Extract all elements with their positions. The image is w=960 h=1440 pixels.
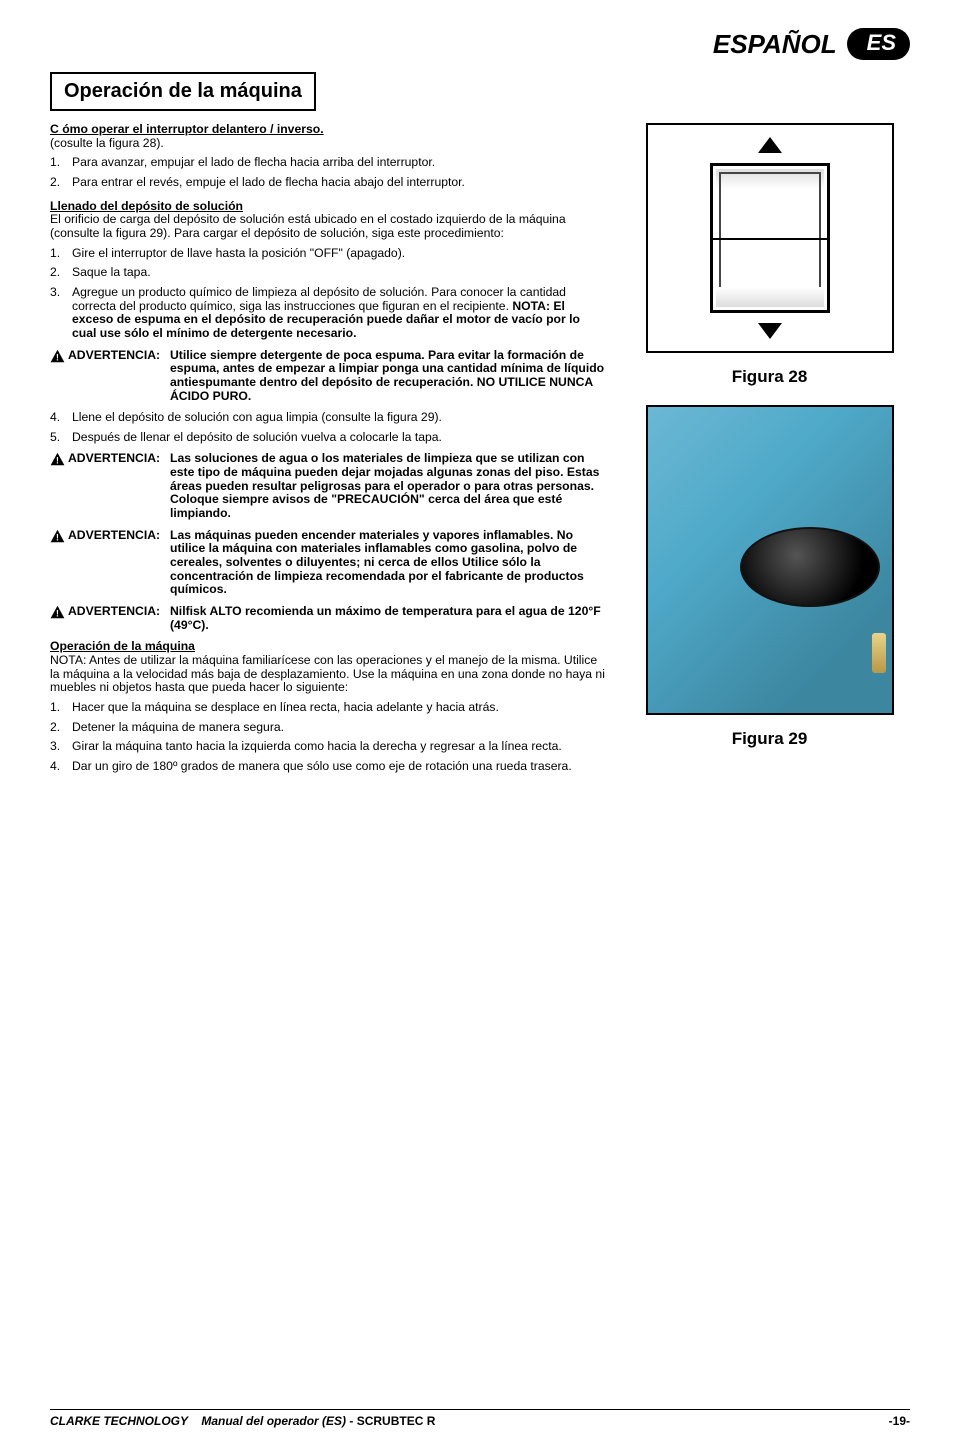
section3-heading: Operación de la máquina — [50, 639, 195, 653]
section1-heading: C ómo operar el interruptor delantero / … — [50, 122, 324, 136]
section1-subtitle: (cosulte la figura 28). — [50, 136, 164, 150]
figure-28-diagram — [646, 123, 894, 353]
warning-icon: ! — [50, 452, 68, 520]
page-title: Operación de la máquina — [50, 72, 316, 111]
warning-block: ! ADVERTENCIA: Las soluciones de agua o … — [50, 452, 605, 520]
figure-28-caption: Figura 28 — [732, 367, 808, 387]
footer-lang: (ES) - — [322, 1414, 357, 1428]
warning-icon: ! — [50, 605, 68, 632]
page-number: -19- — [889, 1414, 910, 1428]
rocker-switch-diagram — [710, 163, 830, 313]
svg-text:!: ! — [56, 608, 59, 618]
list-item: 1.Para avanzar, empujar el lado de flech… — [50, 156, 605, 170]
svg-text:!: ! — [56, 352, 59, 362]
list-item: 2.Detener la máquina de manera segura. — [50, 721, 605, 735]
body-text-column: C ómo operar el interruptor delantero / … — [50, 123, 605, 782]
section2-heading: Llenado del depósito de solución — [50, 199, 243, 213]
list-item: 2.Para entrar el revés, empuje el lado d… — [50, 176, 605, 190]
section2-intro: El orificio de carga del depósito de sol… — [50, 212, 566, 240]
arrow-down-icon — [758, 323, 782, 339]
figure-column: Figura 28 Figura 29 — [629, 123, 910, 782]
list-item: 5.Después de llenar el depósito de soluc… — [50, 431, 605, 445]
warning-icon: ! — [50, 529, 68, 597]
warning-icon: ! — [50, 349, 68, 404]
list-item: 4.Dar un giro de 180º grados de manera q… — [50, 760, 605, 774]
arrow-up-icon — [758, 137, 782, 153]
footer-product: SCRUBTEC R — [357, 1414, 436, 1428]
list-item: 1.Hacer que la máquina se desplace en lí… — [50, 701, 605, 715]
warning-block: ! ADVERTENCIA: Utilice siempre detergent… — [50, 349, 605, 404]
list-item: 2.Saque la tapa. — [50, 266, 605, 280]
list-item: 4.Llene el depósito de solución con agua… — [50, 411, 605, 425]
page-footer: CLARKE TECHNOLOGY Manual del operador (E… — [50, 1409, 910, 1428]
section3-intro: NOTA: Antes de utilizar la máquina famil… — [50, 653, 605, 694]
figure-29-photo — [646, 405, 894, 715]
footer-brand: CLARKE TECHNOLOGY — [50, 1414, 188, 1428]
warning-block: ! ADVERTENCIA: Nilfisk ALTO recomienda u… — [50, 605, 605, 632]
svg-text:!: ! — [56, 532, 59, 542]
figure-29-caption: Figura 29 — [732, 729, 808, 749]
list-item: 3.Agregue un producto químico de limpiez… — [50, 286, 605, 341]
language-badge: ES — [847, 28, 910, 60]
warning-block: ! ADVERTENCIA: Las máquinas pueden encen… — [50, 529, 605, 597]
svg-text:!: ! — [56, 456, 59, 466]
language-label: ESPAÑOL — [713, 29, 837, 60]
list-item: 3.Girar la máquina tanto hacia la izquie… — [50, 740, 605, 754]
list-item: 1.Gire el interruptor de llave hasta la … — [50, 247, 605, 261]
footer-doc-title: Manual del operador — [201, 1414, 322, 1428]
